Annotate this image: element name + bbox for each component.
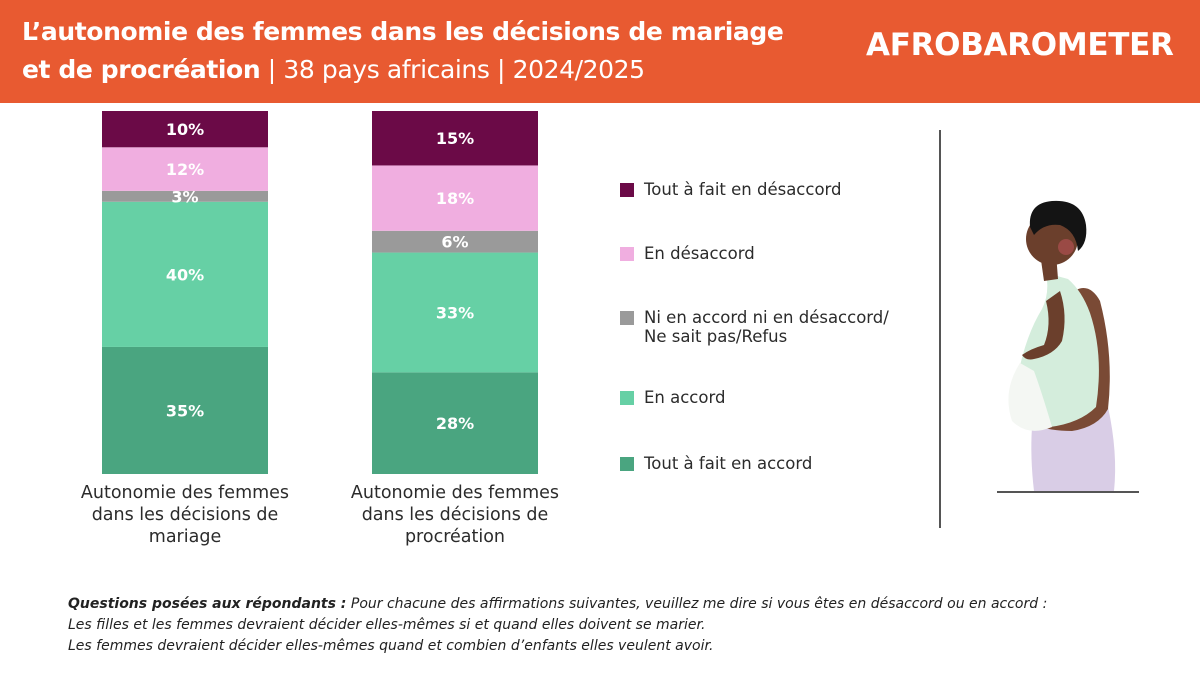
legend-label: En accord [644,388,726,407]
page-subtitle: | 38 pays africains | 2024/2025 [260,55,645,84]
data-label-en-accord-1: 40% [166,265,204,284]
data-label-en-desaccord-2: 18% [436,189,474,208]
legend-swatch [620,391,634,405]
bar-segment-tout-a-fait-en-desaccord-1 [102,111,268,148]
legend-swatch [620,311,634,325]
data-label-tout-a-fait-en-accord-1: 35% [166,401,204,420]
data-label-ni-en-accord-ni-en-desaccord-1: 3% [171,187,198,206]
bar-segment-en-accord-1 [102,201,268,347]
data-label-tout-a-fait-en-desaccord-1: 10% [166,120,204,139]
stacked-bar-chart: 35% 40% 3% 12% 10% 28% 33% 6% 18% 15% [102,111,538,474]
question-2: Les femmes devraient décider elles-mêmes… [68,638,714,654]
category-label-line: dans les décisions de [91,505,279,525]
category-label-1: Autonomie des femmes dans les décisions d… [65,482,305,548]
bar-segment-tout-a-fait-en-accord-1 [102,346,268,474]
floor-line [997,491,1139,493]
data-label-tout-a-fait-en-accord-2: 28% [436,414,474,433]
cheek-shape [1058,239,1074,255]
front-arm-shape [1022,291,1065,360]
questions-note: Questions posées aux répondants : Pour c… [68,594,1178,657]
questions-intro: Pour chacune des affirmations suivantes,… [346,596,1048,612]
questions-lead: Questions posées aux répondants : [68,596,347,612]
vertical-divider [939,130,941,528]
pregnant-woman-illustration [1008,200,1116,491]
afrobarometer-logo: AFROBAROMETER [866,27,1174,63]
question-1: Les filles et les femmes devraient décid… [68,617,706,633]
bar-segment-en-desaccord-1 [102,147,268,191]
legend-swatch [620,183,634,197]
category-label-line: procréation [404,527,506,547]
bar-segment-ni-en-accord-ni-en-desaccord-1 [102,190,268,202]
legend-swatch [620,457,634,471]
category-label-line: Autonomie des femmes [350,483,560,503]
data-label-ni-en-accord-ni-en-desaccord-2: 6% [441,233,468,252]
bar-segment-en-accord-2 [372,252,538,373]
category-label-line: Autonomie des femmes [80,483,290,503]
header-banner: L’autonomie des femmes dans les décision… [0,0,1200,103]
legend-label: Tout à fait en accord [644,454,813,473]
page-title-line-1: L’autonomie des femmes dans les décision… [22,17,784,46]
bar-segment-ni-en-accord-ni-en-desaccord-2 [372,230,538,253]
belly-shape [1008,363,1052,431]
questions-intro-line: Questions posées aux répondants : Pour c… [68,594,1178,615]
skirt-shape [1031,407,1116,491]
category-label-line: mariage [148,527,222,547]
data-label-tout-a-fait-en-desaccord-2: 15% [436,129,474,148]
hair-shape [1029,200,1087,251]
bar-segment-tout-a-fait-en-accord-2 [372,372,538,474]
page-title-line-2: et de procréation | 38 pays africains | … [22,55,645,84]
legend-swatch [620,247,634,261]
bar-segment-en-desaccord-2 [372,165,538,231]
bar-segment-tout-a-fait-en-desaccord-2 [372,111,538,166]
category-label-2: Autonomie des femmes dans les décisions d… [335,482,575,548]
legend-label: Ni en accord ni en désaccord/ Ne sait pa… [644,308,889,346]
category-label-line: dans les décisions de [361,505,549,525]
data-label-en-accord-2: 33% [436,303,474,322]
data-label-en-desaccord-1: 12% [166,160,204,179]
page-title-line-2-bold: et de procréation [22,55,261,84]
legend-label: En désaccord [644,244,755,263]
legend-label: Tout à fait en désaccord [644,180,842,199]
